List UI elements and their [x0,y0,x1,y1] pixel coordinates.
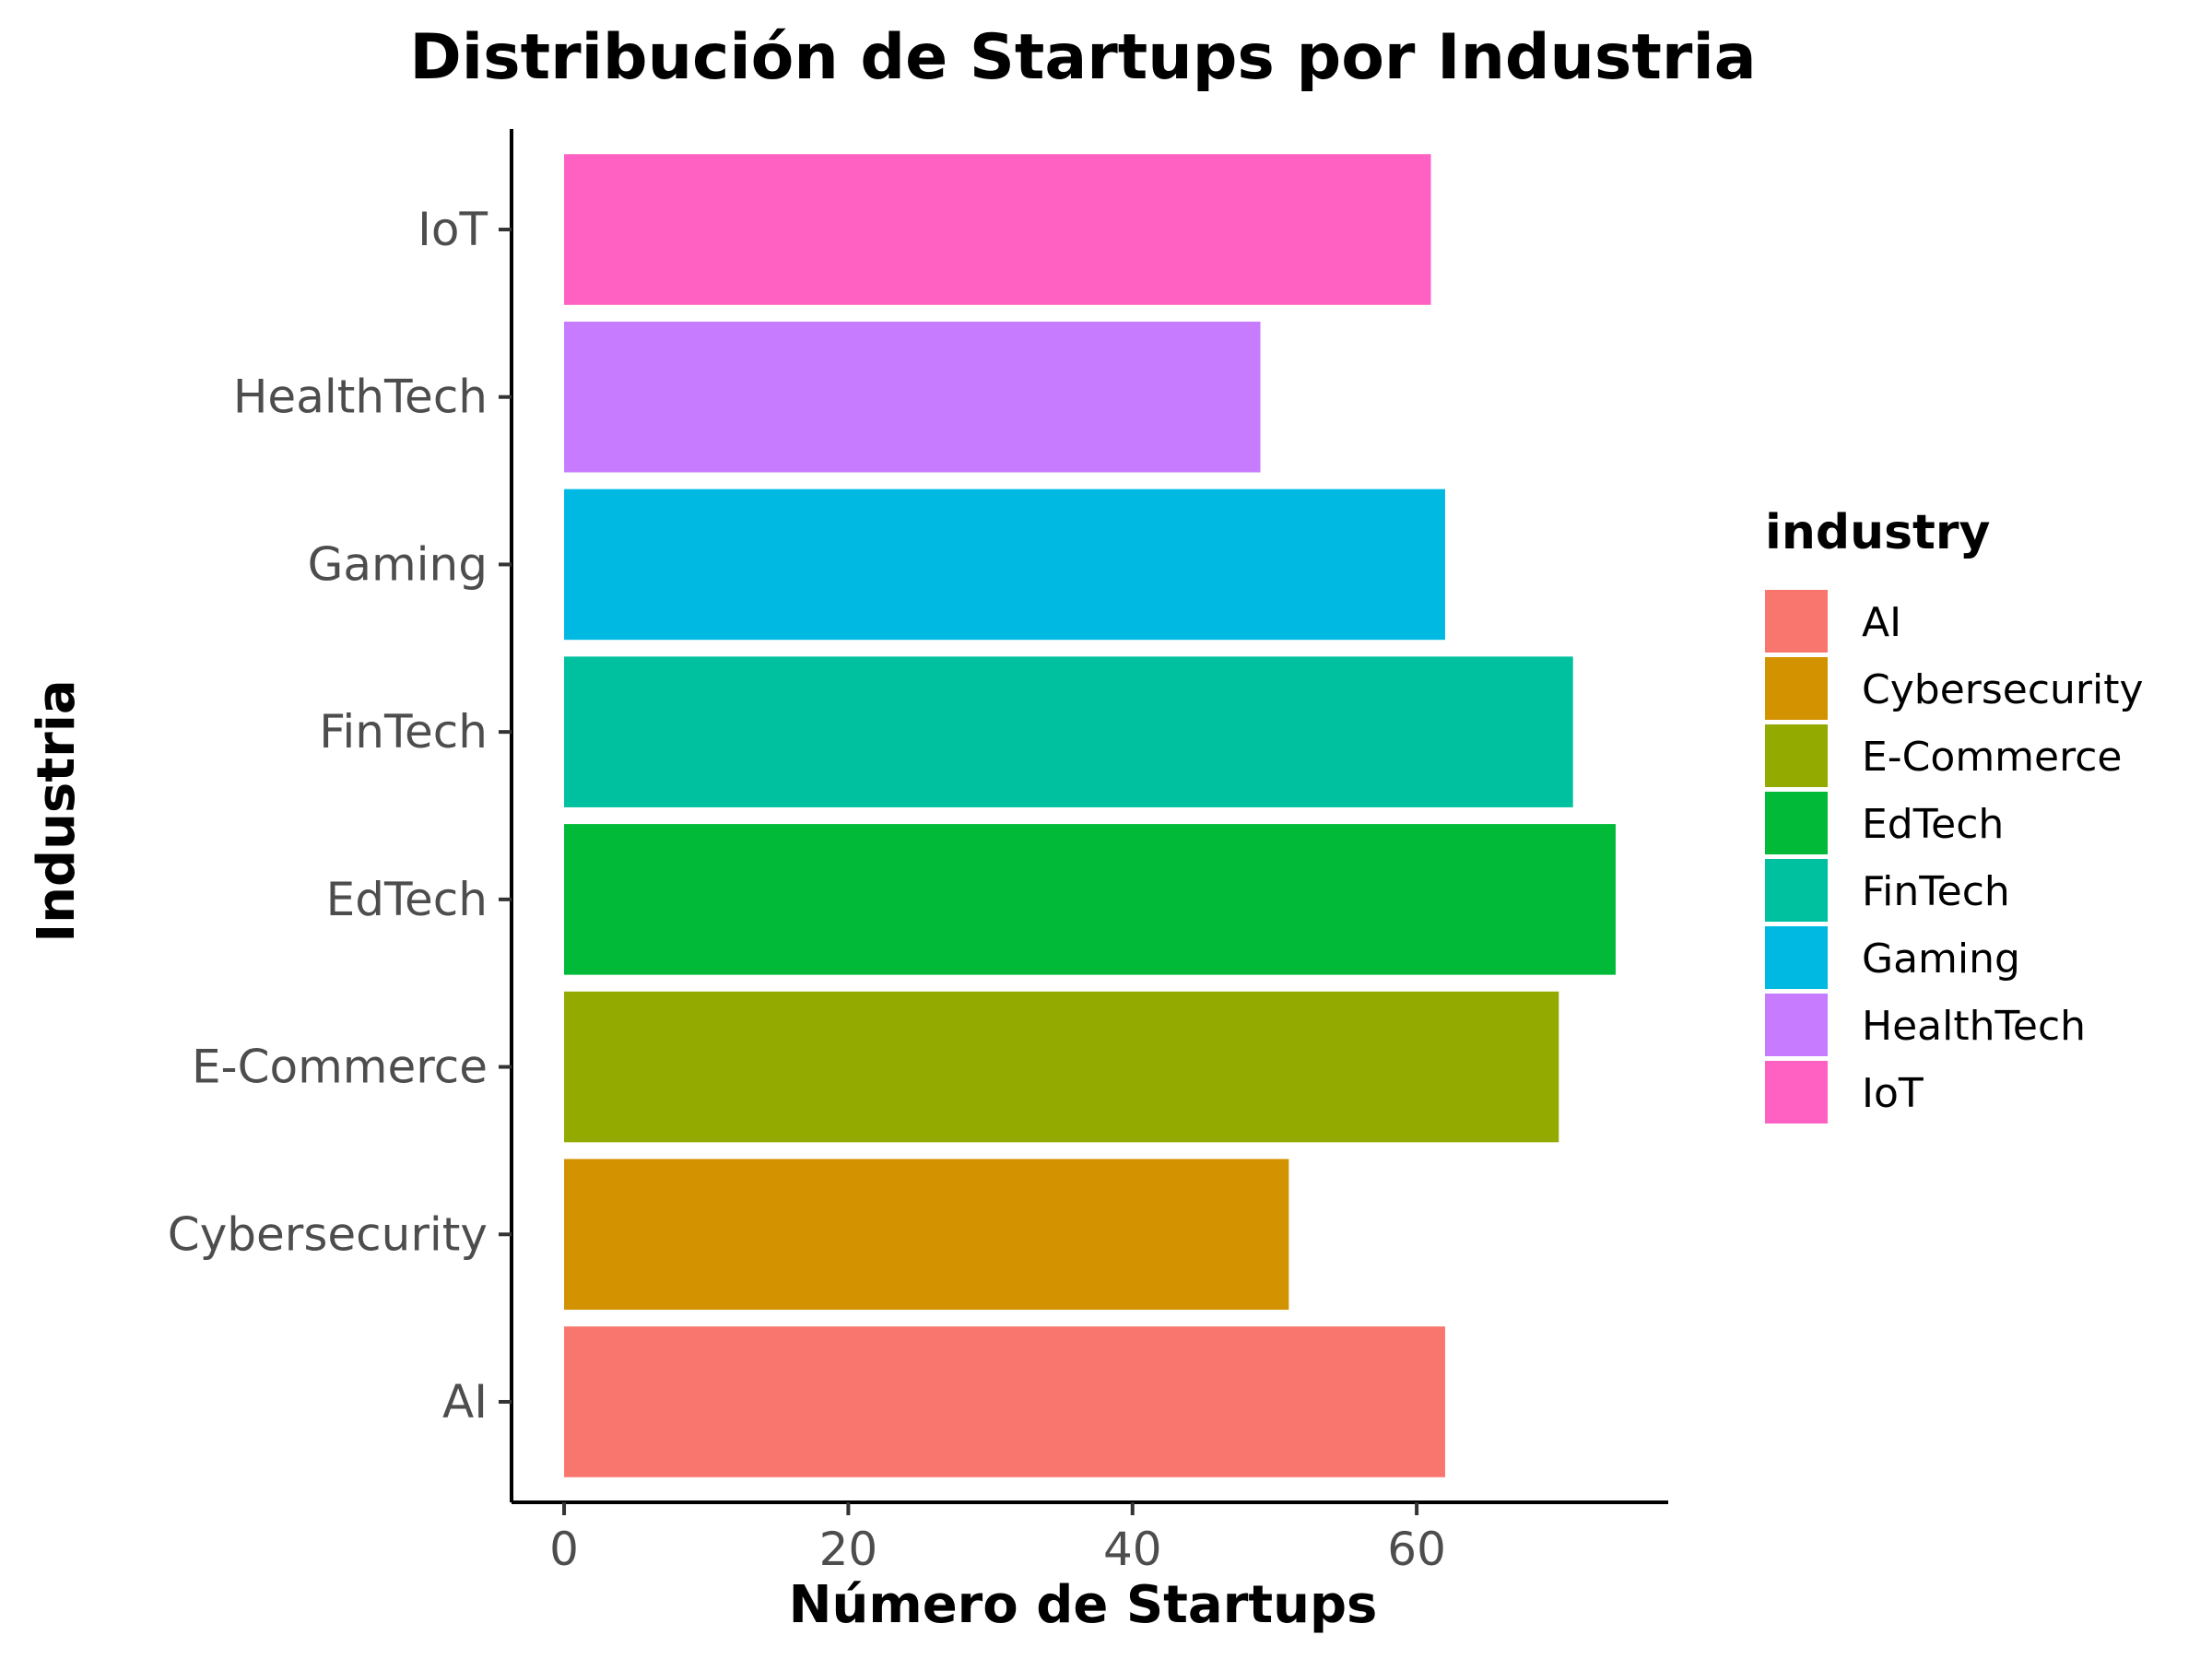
x-tick-label: 40 [1103,1523,1162,1576]
y-tick-label: Cybersecurity [168,1207,488,1261]
bar-ai [564,1326,1445,1477]
legend-key [1765,590,1828,653]
legend-key [1765,1061,1828,1124]
x-tick-label: 60 [1387,1523,1446,1576]
legend-title: industry [1765,505,1990,560]
y-tick-label: IoT [418,203,488,256]
legend-key [1765,724,1828,787]
legend-key [1765,926,1828,989]
y-tick-label: HealthTech [233,371,488,424]
bars-group [564,154,1616,1477]
y-tick-label: Gaming [308,537,488,591]
bar-iot [564,154,1431,305]
x-tick-label: 0 [549,1523,579,1576]
x-tick-label: 20 [819,1523,878,1576]
legend-key [1765,657,1828,720]
legend-label: AI [1862,599,1901,646]
legend-label: EdTech [1862,801,2004,848]
legend-label: IoT [1862,1070,1924,1117]
legend-label: Gaming [1862,935,2020,982]
legend-label: Cybersecurity [1862,666,2144,713]
x-axis-title: Número de Startups [789,1575,1378,1635]
y-axis: AI Cybersecurity E-Commerce EdTech FinTech Ga… [168,129,513,1502]
legend-key [1765,859,1828,922]
y-axis-title: Industria [27,679,87,942]
y-tick-label: EdTech [326,873,488,926]
bar-cybersecurity [564,1159,1289,1311]
legend: industry AI Cybersecurity E-Commerce EdTech F… [1765,505,2144,1124]
y-tick-label: FinTech [319,705,488,759]
legend-key [1765,994,1828,1056]
chart-title: Distribución de Startups por Industria [409,21,1756,94]
bar-fintech [564,656,1573,807]
bar-e-commerce [564,991,1559,1143]
legend-label: FinTech [1862,868,2010,915]
legend-label: E-Commerce [1862,734,2123,781]
legend-key [1765,792,1828,854]
x-axis: 0 20 40 60 [512,1500,1668,1576]
legend-label: HealthTech [1862,1003,2086,1050]
y-tick-label: AI [442,1375,488,1429]
bar-healthtech [564,321,1261,473]
y-tick-label: E-Commerce [192,1041,488,1094]
bar-edtech [564,824,1616,975]
bar-gaming [564,488,1445,641]
